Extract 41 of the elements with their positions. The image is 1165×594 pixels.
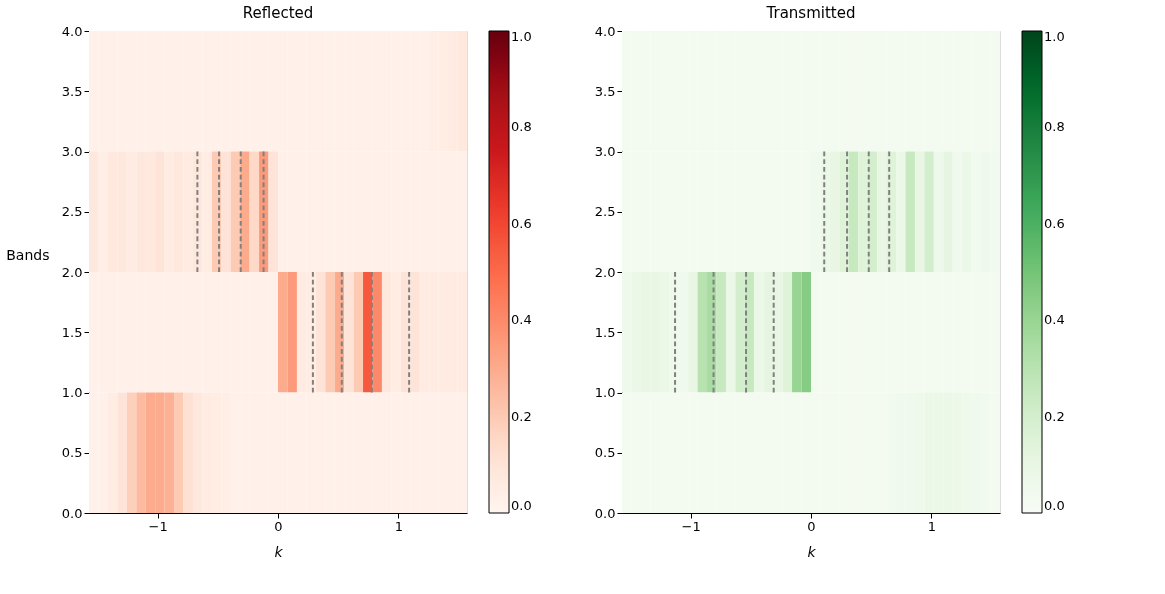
chart-title: Reflected [242,4,314,22]
x-tick-label: −1 [148,518,168,534]
y-tick-label: 1.0 [594,385,616,400]
y-tick-label: 0.5 [61,445,83,461]
x-tick-label: 1 [394,518,403,534]
y-tick-label: 1.5 [61,324,83,340]
y-tick-label: 3.0 [594,144,616,159]
color-bar-label: 1.0 [1044,29,1065,44]
color-bar-label: 0.2 [1044,408,1065,424]
x-tick-label: −1 [681,518,701,534]
color-bar-label: 0.2 [511,408,532,424]
color-bar-label: 0.6 [1044,215,1065,231]
y-tick-label: 0.5 [594,445,616,461]
x-tick-label: 0 [274,518,283,534]
color-bar-label: 0.0 [1044,498,1065,513]
y-tick-label: 4.0 [594,23,616,39]
color-bar-label: 0.6 [511,215,532,231]
y-tick-label: 3.5 [61,83,83,99]
y-axis-title: Bands [6,246,50,263]
color-bar-label: 1.0 [511,29,532,44]
color-bar-label: 0.8 [1044,119,1065,135]
y-tick-label: 1.0 [61,385,83,400]
y-tick-label: 2.5 [594,204,616,220]
y-tick-label: 2.0 [594,264,616,280]
color-bar-label: 0.4 [511,312,532,328]
y-tick-label: 0.0 [594,505,616,521]
x-tick-label: 1 [927,518,936,534]
y-tick-label: 0.0 [61,505,83,521]
y-tick-label: 3.5 [594,83,616,99]
y-tick-label: 2.5 [61,204,83,220]
color-bar-label: 0.4 [1044,312,1065,328]
y-tick-label: 3.0 [61,144,83,159]
color-bar-label: 0.8 [511,119,532,135]
y-tick-label: 4.0 [61,23,83,39]
x-axis-title: k [807,543,817,560]
x-tick-label: 0 [807,518,816,534]
y-tick-label: 2.0 [61,264,83,280]
x-axis-title: k [274,543,284,560]
chart-title: Transmitted [765,4,856,22]
color-bar-label: 0.0 [511,498,532,513]
y-tick-label: 1.5 [594,324,616,340]
